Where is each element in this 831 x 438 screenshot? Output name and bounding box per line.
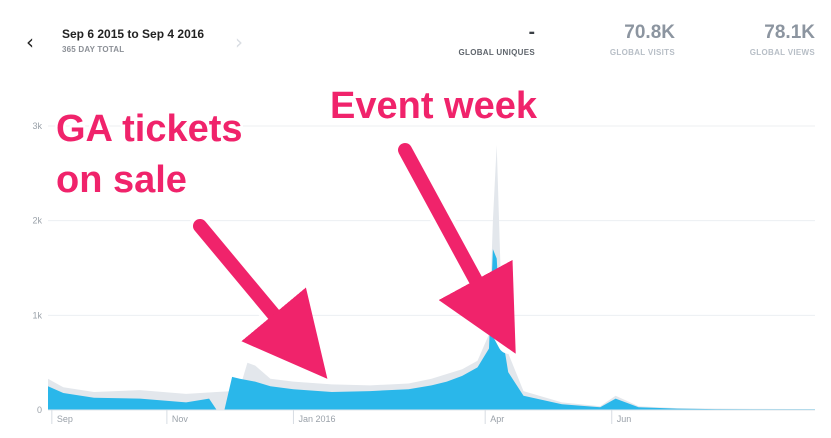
stat-label: GLOBAL VISITS (609, 48, 675, 57)
annotation-event-week: Event week (328, 83, 540, 354)
stat-value: 70.8K (624, 22, 675, 43)
area-series-foreground (48, 249, 815, 410)
date-range-subtitle: 365 DAY TOTAL (62, 45, 125, 54)
x-tick-label: Sep (57, 414, 73, 424)
y-axis-ticks: 0 1k 2k 3k (32, 121, 42, 415)
stat-label: GLOBAL VIEWS (749, 48, 815, 57)
chevron-left-icon: ‹ (26, 30, 34, 54)
annotation-text: on sale (56, 159, 187, 201)
previous-range-button[interactable]: ‹ (22, 30, 38, 54)
x-tick-label: Jun (617, 414, 632, 424)
chevron-right-icon: › (235, 30, 243, 54)
stat-global-visits[interactable]: 70.8K GLOBAL VISITS (610, 22, 675, 57)
stat-global-views[interactable]: 78.1K GLOBAL VIEWS (750, 22, 815, 57)
stat-global-uniques[interactable]: - GLOBAL UNIQUES (458, 22, 535, 57)
annotation-arrow (193, 219, 328, 379)
annotation-text: Event week (330, 85, 538, 127)
annotation-text: GA tickets (56, 108, 243, 150)
y-tick-label: 3k (32, 121, 42, 131)
x-axis-ticks: Sep Nov Jan 2016 Apr Jun (51, 410, 632, 424)
annotation-ga-tickets: GA tickets on sale (54, 106, 329, 381)
x-tick-label: Nov (172, 414, 189, 424)
stat-label: GLOBAL UNIQUES (458, 48, 535, 57)
y-tick-label: 1k (32, 310, 42, 320)
x-tick-label: Apr (490, 414, 504, 424)
y-tick-label: 0 (37, 405, 42, 415)
stat-value: - (528, 22, 535, 43)
date-range-title: Sep 6 2015 to Sep 4 2016 (62, 27, 205, 41)
annotation-arrow (398, 143, 516, 354)
stat-value: 78.1K (764, 22, 815, 43)
next-range-button[interactable]: › (231, 30, 247, 54)
x-tick-label: Jan 2016 (298, 414, 335, 424)
y-tick-label: 2k (32, 216, 42, 226)
